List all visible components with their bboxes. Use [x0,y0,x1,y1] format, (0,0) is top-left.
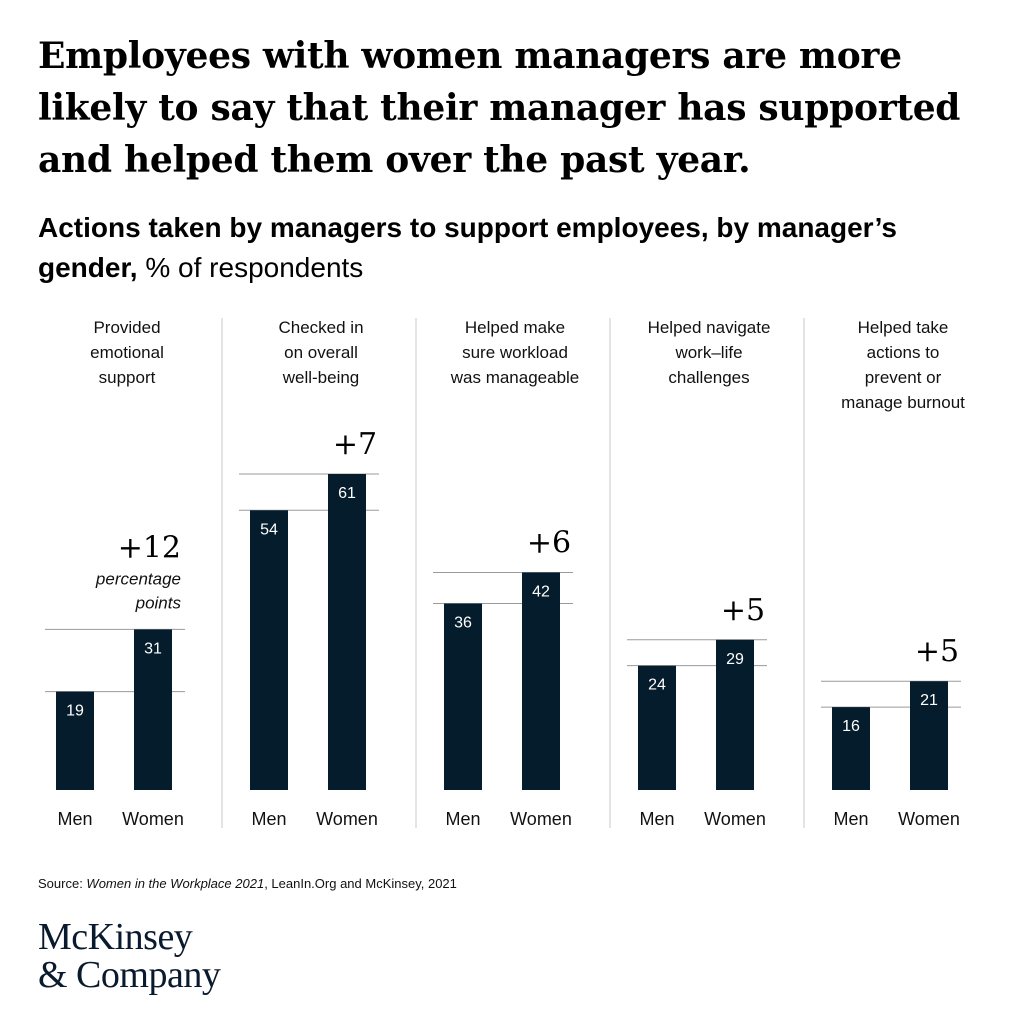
mckinsey-logo: McKinsey & Company [38,916,221,996]
source-suffix: , LeanIn.Org and McKinsey, 2021 [264,876,457,891]
x-label-women: Women [704,809,766,829]
bar-women [134,629,172,790]
category-label: Helped make [465,318,565,337]
value-label-men: 24 [648,677,666,694]
category-label: actions to [867,343,940,362]
bar-chart: Provided emotional support 19 31 Men Women +12 p… [45,318,965,829]
value-label-men: 54 [260,521,278,538]
category-label: work–life [674,343,742,362]
category-label: emotional [90,343,164,362]
category-label: Provided [93,318,160,337]
x-label-women: Women [510,809,572,829]
x-label-women: Women [122,809,184,829]
bar-women [328,474,366,790]
category-label: prevent or [865,368,942,387]
category-label: manage burnout [841,393,965,412]
x-label-women: Women [316,809,378,829]
logo-line-1: McKinsey [38,916,193,958]
bar-women [910,681,948,790]
category-label: sure workload [462,343,568,362]
logo-line-2: & Company [38,954,221,996]
bar-women [522,572,560,790]
category-label: Checked in [278,318,363,337]
value-label-women: 29 [726,651,744,668]
delta-label: +7 [333,427,377,462]
bar-women [716,639,754,790]
delta-label: +5 [721,593,765,628]
delta-label: +12 [118,530,181,565]
category-label: support [99,368,156,387]
delta-label: +6 [527,525,571,560]
value-label-men: 36 [454,615,472,632]
bar-men [638,665,676,790]
bar-men [444,603,482,790]
value-label-women: 61 [338,485,356,502]
value-label-women: 21 [920,692,938,709]
delta-note: percentage [95,569,181,588]
x-label-men: Men [833,809,868,829]
x-label-women: Women [898,809,960,829]
bar-men [250,510,288,790]
value-label-women: 31 [144,640,162,657]
category-label: Helped take [858,318,949,337]
source-prefix: Source: [38,876,87,891]
category-label: on overall [284,343,358,362]
chart-subtitle: Actions taken by managers to support emp… [38,208,998,288]
category-label: was manageable [450,368,580,387]
category-label: Helped navigate [648,318,771,337]
value-label-men: 19 [66,703,84,720]
x-label-men: Men [639,809,674,829]
source-note: Source: Women in the Workplace 2021, Lea… [38,876,457,891]
subtitle-unit: % of respondents [137,252,364,283]
delta-note: points [135,593,182,612]
chart-title: Employees with women managers are more l… [38,35,961,181]
subtitle-bold: Actions taken by managers to support emp… [38,212,897,283]
source-title: Women in the Workplace 2021 [86,876,265,891]
bar-men [832,707,870,790]
x-label-men: Men [445,809,480,829]
bar-men [56,691,94,790]
x-label-men: Men [57,809,92,829]
value-label-men: 16 [842,718,860,735]
category-label: challenges [668,368,749,387]
category-label: well-being [282,368,360,387]
delta-label: +5 [915,634,959,669]
value-label-women: 42 [532,583,550,600]
x-label-men: Men [251,809,286,829]
